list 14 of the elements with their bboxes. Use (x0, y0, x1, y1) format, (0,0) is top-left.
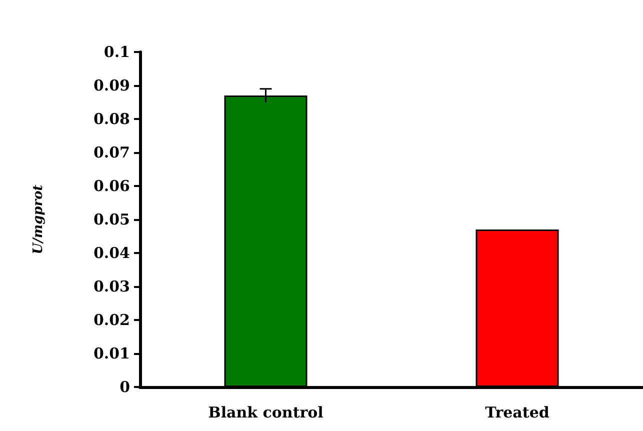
x-tick-label: Blank control (208, 404, 324, 422)
y-tick-label: 0.09 (93, 76, 130, 94)
y-tick-label: 0.04 (93, 244, 130, 262)
x-tick-label: Treated (485, 404, 550, 422)
y-tick-label: 0 (120, 378, 130, 396)
y-tick-label: 0.01 (93, 344, 130, 362)
y-tick-label: 0.08 (93, 110, 130, 128)
y-tick-label: 0.05 (93, 210, 130, 228)
y-tick-label: 0.1 (104, 43, 130, 61)
y-tick-label: 0.02 (93, 311, 130, 329)
y-tick-label: 0.06 (93, 177, 130, 195)
y-tick-label: 0.07 (93, 144, 130, 162)
y-axis-title: U/mgprot (31, 184, 46, 254)
y-tick-label: 0.03 (93, 278, 130, 296)
